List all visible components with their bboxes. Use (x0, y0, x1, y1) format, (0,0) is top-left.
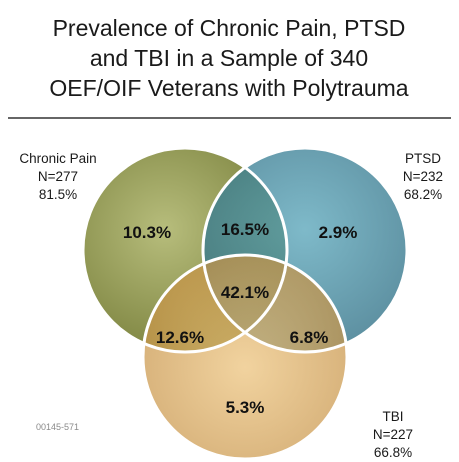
chronic-pain-label: Chronic Pain (19, 151, 96, 166)
region-ptsd-only: 2.9% (319, 223, 358, 242)
title-line-1: Prevalence of Chronic Pain, PTSD (53, 15, 406, 41)
region-ptsd-tbi: 6.8% (290, 328, 329, 347)
region-tbi-only: 5.3% (226, 398, 265, 417)
tbi-n: N=227 (373, 427, 413, 442)
ptsd-n: N=232 (403, 169, 443, 184)
ptsd-outline (201, 146, 409, 354)
region-chronic-pain-ptsd: 16.5% (221, 220, 269, 239)
tbi-circle (143, 255, 347, 459)
ptsd-pct: 68.2% (404, 187, 442, 202)
chronic-pain-pct: 81.5% (39, 187, 77, 202)
region-chronic-pain-tbi: 12.6% (156, 328, 204, 347)
chronic-pain-outline (81, 146, 289, 354)
title-line-2: and TBI in a Sample of 340 (90, 45, 368, 71)
title-line-3: OEF/OIF Veterans with Polytrauma (49, 75, 408, 101)
region-all-three: 42.1% (221, 283, 269, 302)
tbi-pct: 66.8% (374, 445, 412, 460)
tbi-label: TBI (382, 409, 403, 424)
figure-code: 00145-571 (36, 422, 79, 432)
tbi-outline (141, 253, 349, 461)
chronic-pain-n: N=277 (38, 169, 78, 184)
region-chronic-pain-only: 10.3% (123, 223, 171, 242)
ptsd-label: PTSD (405, 151, 441, 166)
